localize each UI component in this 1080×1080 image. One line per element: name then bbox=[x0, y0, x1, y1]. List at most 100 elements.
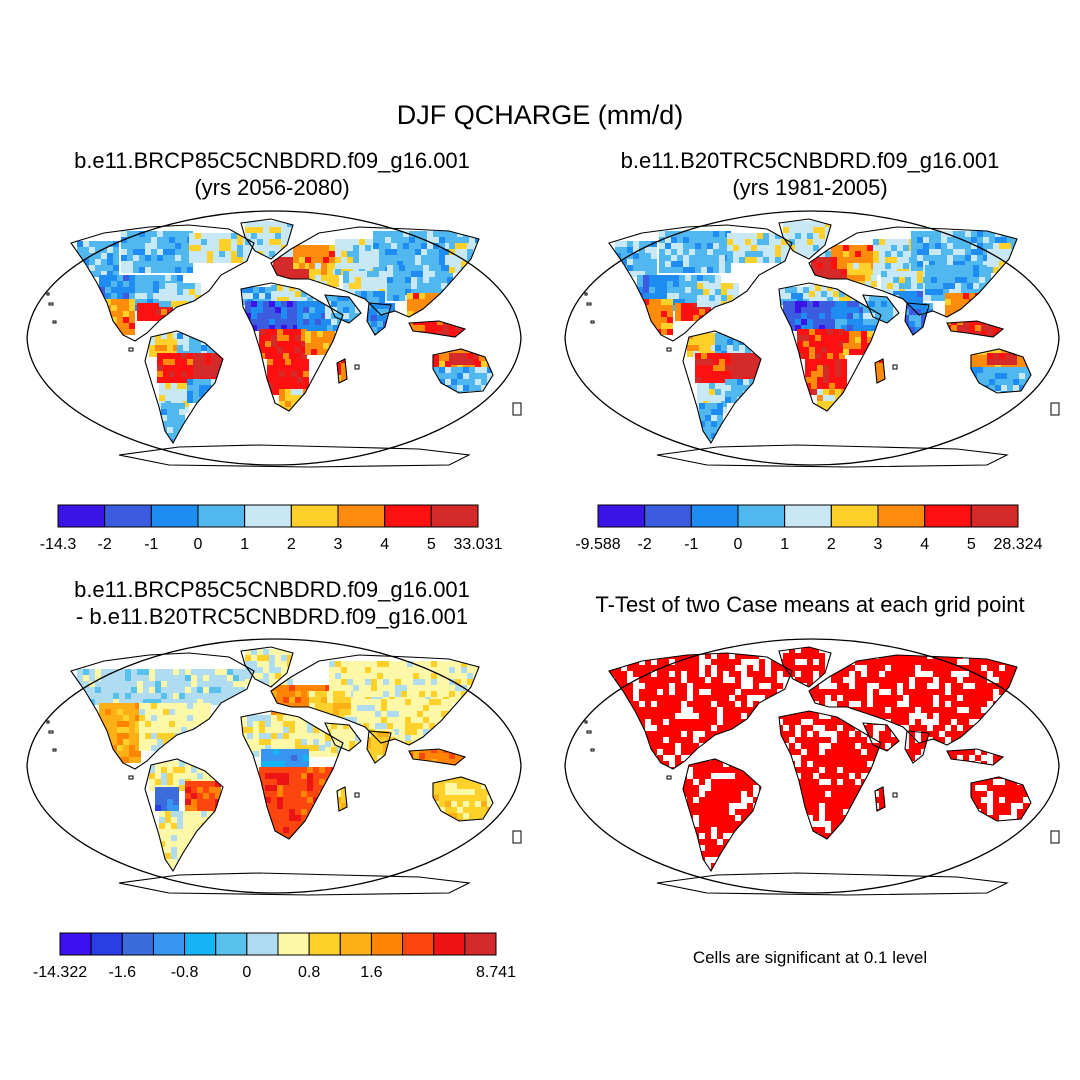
colorbar-box bbox=[830, 504, 879, 528]
colorbar-label: -1 bbox=[144, 536, 158, 553]
island-1 bbox=[590, 320, 595, 324]
coastline-india bbox=[366, 302, 392, 336]
colorbar-box bbox=[877, 504, 926, 528]
colorbar-label: -2 bbox=[638, 536, 652, 553]
colorbar-label: -2 bbox=[98, 536, 112, 553]
coastline-greenland bbox=[778, 646, 832, 688]
coastline-indonesia bbox=[408, 748, 467, 766]
colorbar-box bbox=[597, 504, 646, 528]
coastline-india bbox=[366, 730, 392, 764]
colorbar-box bbox=[121, 932, 154, 956]
island-1 bbox=[52, 320, 57, 324]
colorbar-label: 3 bbox=[874, 536, 883, 553]
colorbar-label: -9.588 bbox=[575, 536, 620, 553]
colorbar-box bbox=[57, 504, 106, 528]
colorbar-box bbox=[464, 932, 497, 956]
island-5 bbox=[666, 775, 672, 780]
coastline-greenland bbox=[240, 218, 294, 260]
island-2 bbox=[584, 720, 588, 724]
colorbar-label: -0.8 bbox=[171, 964, 199, 981]
colorbar-label: 1.6 bbox=[360, 964, 382, 981]
map-frame bbox=[26, 638, 522, 894]
coastline-south-america bbox=[144, 330, 224, 445]
coastline-eurasia bbox=[808, 226, 1018, 318]
island-3 bbox=[512, 830, 522, 844]
colorbar-label: 5 bbox=[967, 536, 976, 553]
colorbar-label: 0 bbox=[734, 536, 743, 553]
coastline-australia bbox=[970, 776, 1032, 822]
coastline-india bbox=[904, 302, 930, 336]
island-5 bbox=[128, 775, 134, 780]
colorbar-box bbox=[104, 504, 152, 528]
island-4 bbox=[892, 364, 898, 370]
island-0 bbox=[48, 730, 54, 734]
coastline-australia bbox=[432, 776, 494, 822]
coastline-australia bbox=[432, 348, 494, 394]
island-2 bbox=[584, 292, 588, 296]
coastline-greenland bbox=[240, 646, 294, 688]
colorbar-box bbox=[244, 504, 292, 528]
coastline-africa bbox=[778, 282, 882, 412]
panel4-title: T-Test of two Case means at each grid po… bbox=[595, 592, 1025, 617]
map-panel-case1 bbox=[26, 210, 522, 468]
colorbar-box bbox=[150, 504, 199, 528]
colorbar-box bbox=[90, 932, 123, 956]
colorbar-box bbox=[184, 932, 217, 956]
colorbar-label: 2 bbox=[287, 536, 296, 553]
island-0 bbox=[586, 730, 592, 734]
colorbar-box bbox=[970, 504, 1019, 528]
colorbar-label: 0 bbox=[194, 536, 203, 553]
coastline-south-america bbox=[682, 758, 762, 873]
colorbar-box bbox=[644, 504, 692, 528]
colorbar-label: -1 bbox=[684, 536, 698, 553]
coastline-africa bbox=[240, 710, 344, 840]
island-3 bbox=[512, 402, 522, 416]
colorbar-box bbox=[246, 932, 279, 956]
colorbar-case1: -14.3 -2 -1 0 1 2 3 4 5 33.031 bbox=[40, 504, 503, 553]
island-2 bbox=[46, 720, 50, 724]
island-0 bbox=[48, 302, 54, 306]
colorbar-label: -14.322 bbox=[33, 964, 87, 981]
coastline-north-america bbox=[608, 224, 793, 342]
colorbar-diff: -14.322 -1.6 -0.8 0 0.8 1.6 8.741 bbox=[33, 932, 516, 981]
colorbar-box bbox=[197, 504, 246, 528]
colorbar-box bbox=[433, 932, 466, 956]
island-5 bbox=[666, 347, 672, 352]
island-1 bbox=[590, 748, 595, 752]
island-1 bbox=[52, 748, 57, 752]
colorbar-box bbox=[277, 932, 310, 956]
coastline-arabia bbox=[324, 722, 362, 752]
coastline-india bbox=[904, 730, 930, 764]
colorbar-label: 2 bbox=[827, 536, 836, 553]
island-4 bbox=[354, 364, 360, 370]
colorbar-label: 0.8 bbox=[298, 964, 320, 981]
coastline-eurasia bbox=[270, 226, 480, 318]
coastline-madagascar bbox=[874, 358, 886, 384]
colorbar-label: 3 bbox=[334, 536, 343, 553]
colorbar-box bbox=[337, 504, 386, 528]
colorbar-box bbox=[737, 504, 786, 528]
colorbar-label: 4 bbox=[380, 536, 389, 553]
coastline-indonesia bbox=[946, 748, 1005, 766]
colorbar-label: 1 bbox=[780, 536, 789, 553]
panel3-title-line2: - b.e11.B20TRC5CNBDRD.f09_g16.001 bbox=[75, 604, 469, 629]
colorbar-box bbox=[290, 504, 339, 528]
island-2 bbox=[46, 292, 50, 296]
colorbar-box bbox=[924, 504, 972, 528]
coastline-eurasia bbox=[808, 654, 1018, 746]
island-3 bbox=[1050, 830, 1060, 844]
panel2-title-line2: (yrs 1981-2005) bbox=[732, 175, 888, 200]
coastline-arabia bbox=[862, 722, 900, 752]
coastline-north-america bbox=[608, 652, 793, 770]
figure-title: DJF QCHARGE (mm/d) bbox=[396, 100, 684, 130]
coastline-antarctica bbox=[118, 444, 471, 468]
coastline-antarctica bbox=[656, 872, 1009, 896]
colorbar-box bbox=[430, 504, 479, 528]
coastline-madagascar bbox=[336, 358, 348, 384]
island-3 bbox=[1050, 402, 1060, 416]
colorbar-box bbox=[690, 504, 739, 528]
colorbar-box bbox=[339, 932, 372, 956]
coastline-south-america bbox=[682, 330, 762, 445]
island-0 bbox=[586, 302, 592, 306]
colorbar-box bbox=[784, 504, 832, 528]
